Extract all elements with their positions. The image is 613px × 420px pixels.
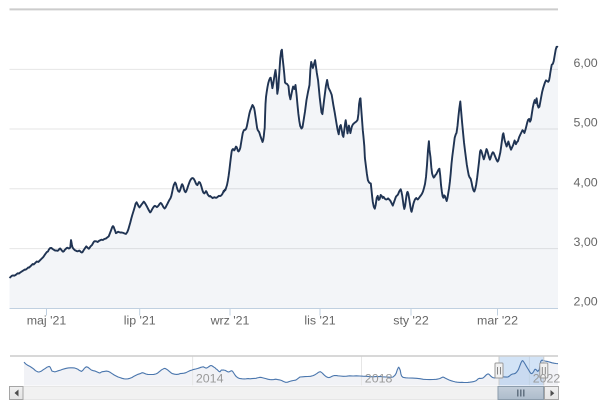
svg-text:sty '22: sty '22: [393, 313, 429, 327]
svg-text:2014: 2014: [196, 371, 224, 385]
svg-text:4,00: 4,00: [574, 175, 598, 189]
svg-text:2,00: 2,00: [574, 295, 598, 309]
svg-text:2018: 2018: [365, 371, 393, 385]
svg-text:mar '22: mar '22: [477, 313, 518, 327]
svg-text:wrz '21: wrz '21: [210, 313, 250, 327]
svg-text:3,00: 3,00: [574, 235, 598, 249]
svg-text:5,00: 5,00: [574, 116, 598, 130]
svg-text:lip '21: lip '21: [124, 313, 156, 327]
svg-text:maj '21: maj '21: [27, 313, 67, 327]
svg-text:lis '21: lis '21: [304, 313, 335, 327]
svg-text:6,00: 6,00: [574, 56, 598, 70]
svg-text:2022: 2022: [533, 371, 561, 385]
